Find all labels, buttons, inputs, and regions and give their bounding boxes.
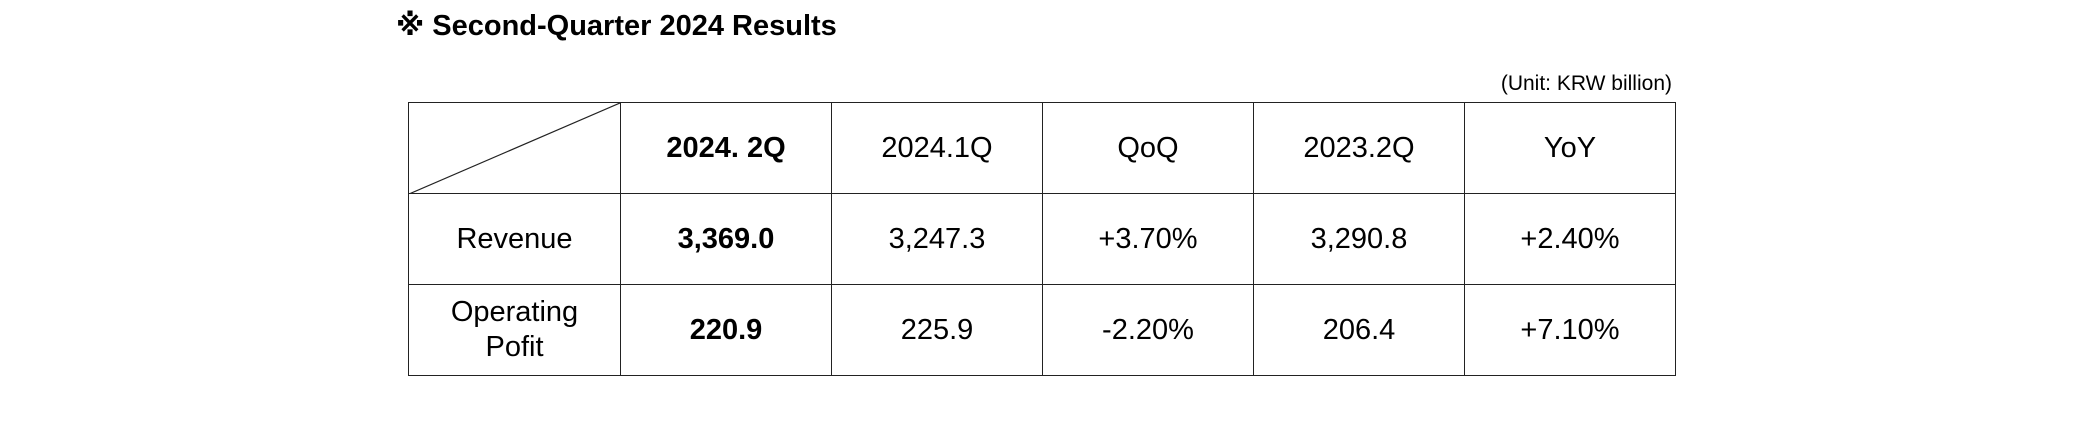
row-label: Revenue	[408, 193, 621, 285]
diagonal-line	[409, 103, 620, 194]
data-row: Revenue 3,369.0 3,247.3 +3.70% 3,290.8 +2.40%	[408, 193, 1676, 285]
data-cell: 3,369.0	[620, 193, 832, 285]
header-cell: 2024.1Q	[831, 102, 1043, 194]
data-cell: 220.9	[620, 284, 832, 376]
row-label-text: Revenue	[456, 222, 573, 255]
header-cell: 2024. 2Q	[620, 102, 832, 194]
header-cell: YoY	[1464, 102, 1676, 194]
data-cell: 3,247.3	[831, 193, 1043, 285]
data-cell: 206.4	[1253, 284, 1465, 376]
data-cell: 225.9	[831, 284, 1043, 376]
data-cell: +2.40%	[1464, 193, 1676, 285]
header-row: 2024. 2Q 2024.1Q QoQ 2023.2Q YoY	[408, 102, 1676, 194]
data-cell: -2.20%	[1042, 284, 1254, 376]
results-table: 2024. 2Q 2024.1Q QoQ 2023.2Q YoY Revenue…	[408, 102, 1676, 376]
data-cell: 3,290.8	[1253, 193, 1465, 285]
row-label: Operating Pofit	[408, 284, 621, 376]
data-cell: +7.10%	[1464, 284, 1676, 376]
header-cell: QoQ	[1042, 102, 1254, 194]
corner-cell	[408, 102, 621, 194]
unit-note: (Unit: KRW billion)	[1500, 72, 1672, 95]
title: ※ Second-Quarter 2024 Results	[396, 10, 837, 42]
row-label-text: Operating Pofit	[450, 296, 579, 363]
header-cell: 2023.2Q	[1253, 102, 1465, 194]
data-cell: +3.70%	[1042, 193, 1254, 285]
data-row: Operating Pofit 220.9 225.9 -2.20% 206.4 +7.1…	[408, 284, 1676, 376]
